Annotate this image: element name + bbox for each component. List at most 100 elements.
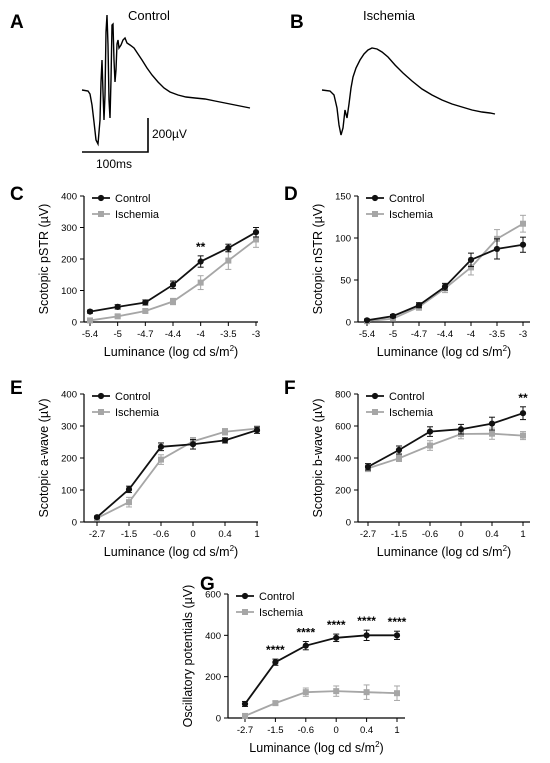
data-point <box>302 689 309 696</box>
significance-marker: **** <box>327 618 346 632</box>
y-axis-label: Scotopic b-wave (µV) <box>311 398 325 517</box>
x-tick-label: -2.7 <box>89 529 105 540</box>
y-tick-label: 300 <box>61 223 77 234</box>
significance-marker: **** <box>266 643 285 657</box>
y-axis-label: Scotopic nSTR (µV) <box>311 204 325 315</box>
significance-marker: **** <box>296 626 315 640</box>
data-point <box>457 426 465 433</box>
x-tick-label: -4 <box>196 329 204 340</box>
y-tick-label: 100 <box>335 234 351 245</box>
legend-label: Control <box>115 193 150 205</box>
legend-marker <box>242 609 248 615</box>
data-point <box>389 313 397 320</box>
data-point <box>363 632 370 639</box>
data-point <box>169 281 177 288</box>
control-waveform-trace <box>81 14 251 147</box>
y-tick-label: 400 <box>61 390 77 401</box>
legend-marker <box>241 592 249 600</box>
chart-panel-f: 0 200 400 600 800 -2.7 -1.5 -0.6 0 0.4 1 Luminance … <box>311 390 530 559</box>
data-point <box>489 430 495 437</box>
data-point <box>272 659 279 666</box>
panel-label-b: B <box>290 12 304 33</box>
x-tick-label: -1.5 <box>391 529 407 540</box>
data-point <box>427 442 433 449</box>
panel-b-title: Ischemia <box>363 8 416 23</box>
data-point <box>396 455 402 462</box>
chart-panel-d: 0 50 100 150 -5.4 -5 -4.7 -4.4 -4 -3.5 -3 Luminance… <box>311 192 530 359</box>
x-axis-label: Luminance (log cd s/m2) <box>249 740 383 755</box>
x-tick-label: -5 <box>113 329 121 340</box>
data-point <box>394 690 400 697</box>
data-point <box>114 303 121 310</box>
legend-label: Control <box>115 391 150 403</box>
panel-a-title: Control <box>128 8 170 23</box>
data-point <box>302 642 309 649</box>
panel-label-f: F <box>284 378 296 399</box>
legend-label: Ischemia <box>259 607 304 619</box>
data-point <box>142 307 149 314</box>
series-line <box>244 634 397 705</box>
data-point <box>126 499 132 506</box>
x-tick-label: -2.7 <box>237 725 253 736</box>
data-point <box>189 441 197 448</box>
series-control <box>86 227 260 315</box>
x-tick-label: 0 <box>334 725 339 736</box>
legend-marker <box>98 211 104 217</box>
y-tick-label: 0 <box>216 714 221 725</box>
data-point <box>519 410 527 417</box>
data-point <box>253 427 261 434</box>
y-axis-label: Oscillatory potentials (µV) <box>181 585 195 728</box>
y-axis-label: Scotopic pSTR (µV) <box>37 204 51 315</box>
series-line <box>96 427 258 519</box>
y-tick-label: 800 <box>335 390 351 401</box>
data-point <box>142 299 149 306</box>
series-ischemia <box>242 684 400 719</box>
x-tick-label: -0.6 <box>422 529 438 540</box>
series-ischemia <box>364 214 526 325</box>
legend-marker <box>97 392 105 400</box>
y-tick-label: 200 <box>61 454 77 465</box>
x-tick-label: -1.5 <box>121 529 137 540</box>
panel-label-g: G <box>200 574 215 595</box>
y-axis-label: Scotopic a-wave (µV) <box>37 398 51 517</box>
x-tick-label: 0 <box>458 529 463 540</box>
x-tick-label: 1 <box>394 725 399 736</box>
data-point <box>272 700 279 707</box>
data-point <box>221 437 229 444</box>
panel-label-d: D <box>284 184 298 205</box>
data-point <box>426 428 434 435</box>
x-tick-label: 1 <box>520 529 525 540</box>
y-tick-label: 100 <box>61 286 77 297</box>
x-tick-label: -4.4 <box>165 329 181 340</box>
panel-label-c: C <box>10 184 24 205</box>
x-tick-label: -3.5 <box>220 329 236 340</box>
significance-marker: **** <box>388 615 407 629</box>
x-tick-label: -4.7 <box>137 329 153 340</box>
data-point <box>114 313 121 320</box>
x-tick-label: -4.7 <box>411 329 427 340</box>
data-point <box>520 220 526 227</box>
y-tick-label: 200 <box>335 486 351 497</box>
data-point <box>242 712 248 719</box>
x-tick-label: -4.4 <box>437 329 453 340</box>
data-point <box>520 432 526 439</box>
legend-label: Ischemia <box>115 407 160 419</box>
data-point <box>519 241 527 248</box>
x-tick-label: 0 <box>190 529 195 540</box>
x-tick-label: -3.5 <box>489 329 505 340</box>
data-point <box>157 443 165 450</box>
chart-panel-g: 0 200 400 600 -2.7 -1.5 -0.6 0 0.4 1 Luminance (lo… <box>181 585 407 755</box>
data-point <box>363 689 370 696</box>
data-point <box>241 700 249 708</box>
data-point <box>364 463 372 470</box>
y-tick-label: 0 <box>72 518 77 529</box>
y-tick-label: 600 <box>335 422 351 433</box>
series-ischemia <box>365 427 526 473</box>
x-tick-label: -0.6 <box>298 725 314 736</box>
legend-label: Control <box>389 193 424 205</box>
data-point <box>415 302 423 309</box>
chart-panel-c: 0 100 200 300 400 -5.4 -5 -4.7 -4.4 -4 -3.5 -3 Lumin… <box>37 192 260 360</box>
data-point <box>395 446 403 454</box>
y-tick-label: 0 <box>72 318 77 329</box>
y-tick-label: 200 <box>61 255 77 266</box>
